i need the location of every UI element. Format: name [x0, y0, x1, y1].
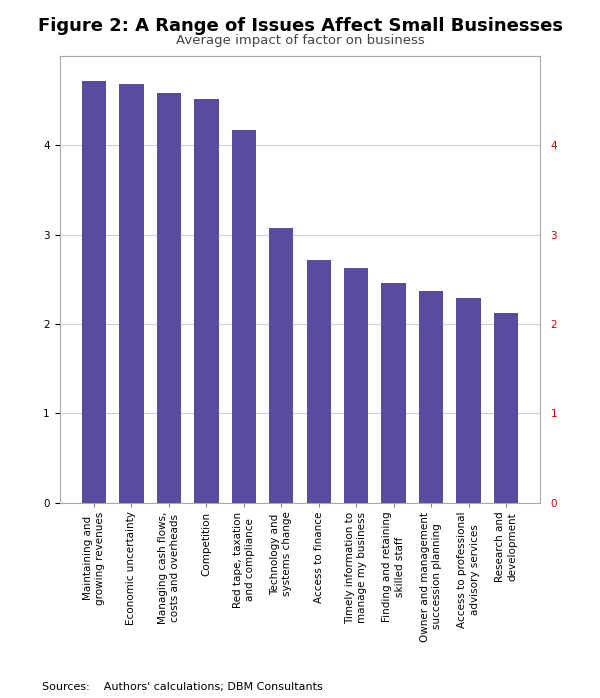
Bar: [494, 313, 518, 503]
Bar: [307, 260, 331, 503]
Bar: [269, 228, 293, 503]
Bar: [82, 81, 106, 503]
Text: Figure 2: A Range of Issues Affect Small Businesses: Figure 2: A Range of Issues Affect Small…: [37, 17, 563, 36]
Bar: [157, 94, 181, 503]
Bar: [457, 298, 481, 503]
Bar: [232, 130, 256, 503]
Bar: [194, 98, 218, 503]
Bar: [344, 269, 368, 503]
Bar: [119, 84, 143, 503]
Bar: [382, 283, 406, 503]
Bar: [419, 291, 443, 503]
Text: Average impact of factor on business: Average impact of factor on business: [176, 34, 424, 47]
Text: Sources:    Authors' calculations; DBM Consultants: Sources: Authors' calculations; DBM Cons…: [42, 683, 323, 692]
